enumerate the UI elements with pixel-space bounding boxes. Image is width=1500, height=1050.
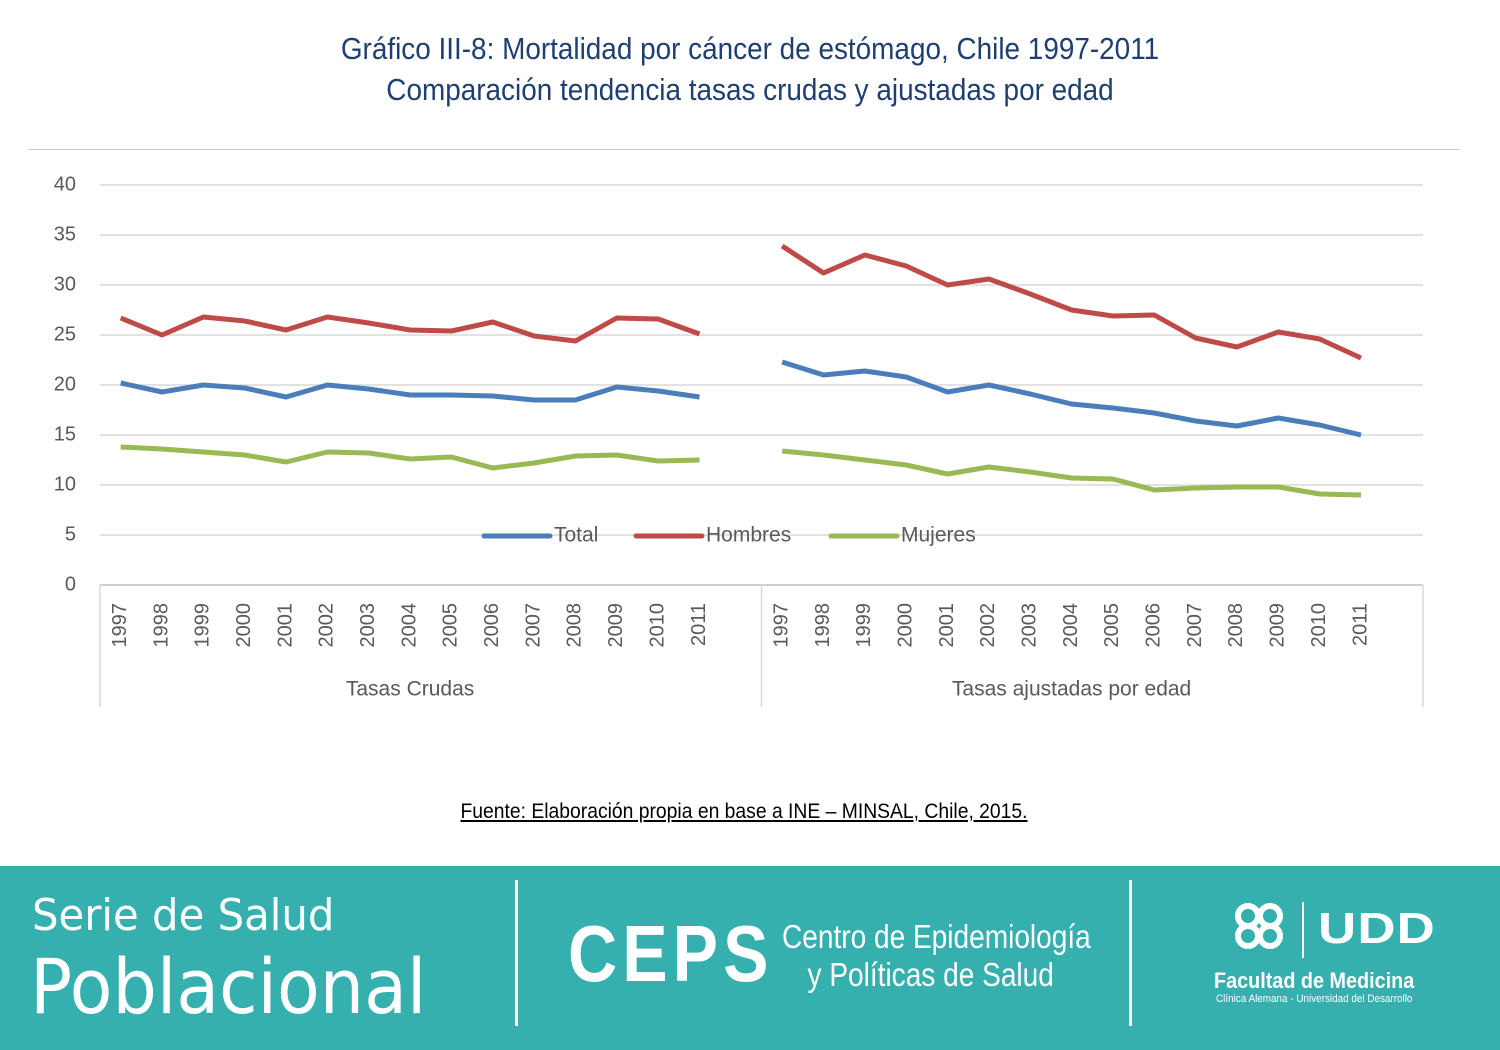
x-tick-label: 1999 (853, 603, 875, 648)
x-tick-label: 2010 (1308, 603, 1330, 648)
x-tick-label: 2011 (688, 603, 710, 646)
x-tick-label: 2002 (977, 603, 999, 648)
y-tick-label: 40 (54, 173, 76, 195)
ceps-name: Centro de Epidemiología y Políticas de S… (782, 918, 1091, 994)
y-tick-label: 15 (54, 423, 76, 445)
y-tick-label: 0 (65, 573, 76, 595)
x-tick-label: 1997 (109, 603, 131, 648)
x-tick-label: 2005 (1101, 603, 1123, 648)
y-tick-label: 10 (54, 473, 76, 495)
x-tick-label: 2011 (1349, 603, 1371, 646)
x-tick-label: 2000 (233, 603, 255, 648)
footer: Serie de Salud Poblacional CEPS Centro d… (0, 866, 1500, 1050)
x-tick-label: 1997 (770, 603, 792, 648)
group-label: Tasas ajustadas por edad (952, 678, 1191, 701)
x-tick-label: 2001 (936, 603, 958, 648)
x-tick-label: 2004 (1060, 603, 1082, 648)
x-tick-label: 2008 (1225, 603, 1247, 648)
x-tick-label: 2003 (357, 603, 379, 648)
y-tick-label: 25 (54, 323, 76, 345)
y-tick-label: 35 (54, 223, 76, 245)
title-block: Gráfico III-8: Mortalidad por cáncer de … (75, 28, 1425, 110)
x-tick-label: 2005 (440, 603, 462, 648)
y-tick-label: 20 (54, 373, 76, 395)
x-tick-label: 2000 (894, 603, 916, 648)
series-line (780, 243, 1363, 361)
separator (515, 880, 518, 1026)
y-tick-label: 5 (65, 523, 76, 545)
ceps-logo: CEPS (568, 909, 774, 998)
x-tick-label: 2009 (1267, 603, 1289, 648)
x-tick-label: 2006 (1143, 603, 1165, 648)
y-tick-label: 30 (54, 273, 76, 295)
legend-label: Mujeres (901, 524, 976, 547)
udd-logo: UDD (1318, 904, 1436, 953)
x-tick-label: 1998 (812, 603, 834, 648)
source-note: Fuente: Elaboración propia en base a INE… (460, 800, 1028, 823)
legend-label: Total (554, 524, 598, 547)
university: Clínica Alemana - Universidad del Desarr… (1216, 993, 1413, 1005)
series-line (119, 314, 701, 344)
x-tick-label: 2010 (646, 603, 668, 648)
series-line (120, 444, 700, 471)
ceps-line2: y Políticas de Salud (807, 956, 1054, 993)
faculty: Facultad de Medicina (1214, 968, 1415, 993)
x-tick-label: 1999 (192, 603, 214, 648)
chart-subtitle: Comparación tendencia tasas crudas y aju… (386, 72, 1114, 107)
ceps-line1: Centro de Epidemiología (782, 918, 1091, 955)
legend-label: Hombres (706, 524, 791, 547)
series-line (120, 380, 700, 403)
x-tick-label: 2009 (605, 603, 627, 648)
series-line (781, 359, 1362, 438)
separator (1129, 880, 1132, 1026)
x-tick-label: 2003 (1019, 603, 1041, 648)
chart: 0 5 10 15 20 25 30 35 40 1997 1998 1999 2000 2001 2002… (28, 149, 1460, 707)
chart-title: Gráfico III-8: Mortalidad por cáncer de … (340, 31, 1160, 66)
x-tick-label: 1998 (150, 603, 172, 648)
udd-emblem (1235, 903, 1283, 949)
group-label: Tasas Crudas (346, 678, 474, 701)
x-tick-label: 2008 (564, 603, 586, 648)
x-tick-label: 2006 (481, 603, 503, 648)
x-tick-label: 2007 (1184, 603, 1206, 648)
x-tick-label: 2001 (274, 603, 296, 648)
series-line2: Poblacional (30, 942, 427, 1031)
logo-divider (1302, 902, 1304, 958)
x-tick-label: 2002 (316, 603, 338, 648)
series-line1: Serie de Salud (32, 890, 335, 941)
x-tick-label: 2004 (398, 603, 420, 648)
x-tick-label: 2007 (522, 603, 544, 648)
series-line (781, 448, 1362, 498)
